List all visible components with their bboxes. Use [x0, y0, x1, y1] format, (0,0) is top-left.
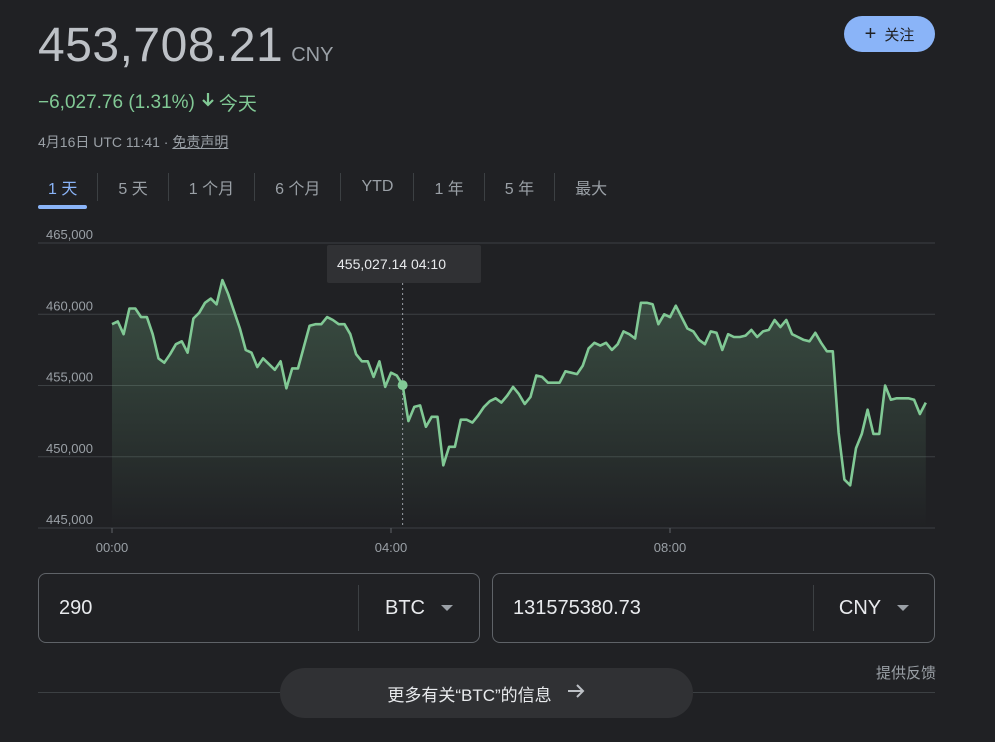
tab-divider: [97, 173, 99, 201]
tab-divider: [554, 173, 556, 201]
converter-divider: [813, 585, 814, 631]
plus-icon: +: [864, 23, 877, 45]
y-tick-label: 450,000: [46, 441, 93, 456]
converter-from: 290 BTC: [38, 573, 480, 643]
timestamp: 4月16日 UTC 11:41 ·: [38, 134, 173, 150]
price-chart[interactable]: 465,000 460,000 455,000 450,000 445,000 00:0…: [0, 225, 995, 565]
tab-divider: [167, 173, 169, 201]
chart-area-fill: [112, 280, 926, 528]
tab-6m[interactable]: 6 个月: [275, 181, 321, 198]
to-amount-input[interactable]: 131575380.73: [513, 596, 641, 619]
y-tick-label: 445,000: [46, 512, 93, 527]
chevron-down-icon: [897, 605, 910, 611]
tab-divider: [413, 173, 415, 201]
tab-1m[interactable]: 1 个月: [188, 181, 235, 198]
converter-divider: [358, 585, 359, 631]
from-unit-select[interactable]: BTC: [359, 597, 479, 620]
price-change: −6,027.76 (1.31%) 今天: [38, 89, 257, 116]
to-unit-label: CNY: [838, 596, 882, 619]
tab-5d[interactable]: 5 天: [118, 181, 148, 198]
follow-button[interactable]: + 关注: [844, 16, 935, 52]
tab-divider: [483, 173, 485, 201]
y-tick-label: 455,000: [46, 370, 93, 385]
to-unit-select[interactable]: CNY: [814, 597, 934, 620]
tab-1y[interactable]: 1 年: [434, 181, 464, 198]
price-value: 453,708.21: [38, 19, 284, 72]
price-row: 453,708.21 CNY: [38, 18, 333, 73]
from-unit-label: BTC: [385, 596, 425, 619]
y-tick-label: 465,000: [46, 227, 93, 242]
timestamp-row: 4月16日 UTC 11:41 · 免责声明: [38, 132, 228, 152]
more-info-label: 更多有关“BTC”的信息: [387, 685, 552, 705]
from-amount-input[interactable]: 290: [59, 596, 93, 619]
x-tick-label: 04:00: [375, 540, 408, 555]
x-tick-label: 08:00: [654, 540, 687, 555]
tooltip-text: 455,027.14 04:10: [337, 256, 446, 272]
range-tabs: 1 天 5 天 1 个月 6 个月 YTD 1 年 5 年 最大: [28, 168, 627, 209]
tab-5y[interactable]: 5 年: [504, 181, 535, 198]
feedback-link[interactable]: 提供反馈: [875, 665, 936, 682]
tab-ytd[interactable]: YTD: [361, 178, 394, 195]
arrow-right-icon: [566, 680, 586, 706]
tab-divider: [340, 173, 342, 201]
more-info-button[interactable]: 更多有关“BTC”的信息: [280, 668, 693, 718]
follow-label: 关注: [884, 26, 915, 44]
price-currency: CNY: [291, 44, 334, 66]
tab-1d[interactable]: 1 天: [28, 171, 97, 209]
chart-hover-point: [397, 380, 408, 391]
tab-max[interactable]: 最大: [575, 181, 608, 198]
change-text: −6,027.76 (1.31%): [38, 91, 195, 113]
converter-to: 131575380.73 CNY: [492, 573, 935, 643]
y-tick-label: 460,000: [46, 298, 93, 313]
chart-tooltip: 455,027.14 04:10: [327, 245, 481, 283]
change-period: 今天: [218, 94, 257, 115]
chart-line: [111, 278, 927, 487]
x-tick-label: 00:00: [96, 540, 129, 555]
chevron-down-icon: [441, 605, 453, 611]
disclaimer-link[interactable]: 免责声明: [172, 134, 229, 150]
tab-divider: [254, 173, 256, 201]
arrow-down-icon: [201, 92, 215, 114]
